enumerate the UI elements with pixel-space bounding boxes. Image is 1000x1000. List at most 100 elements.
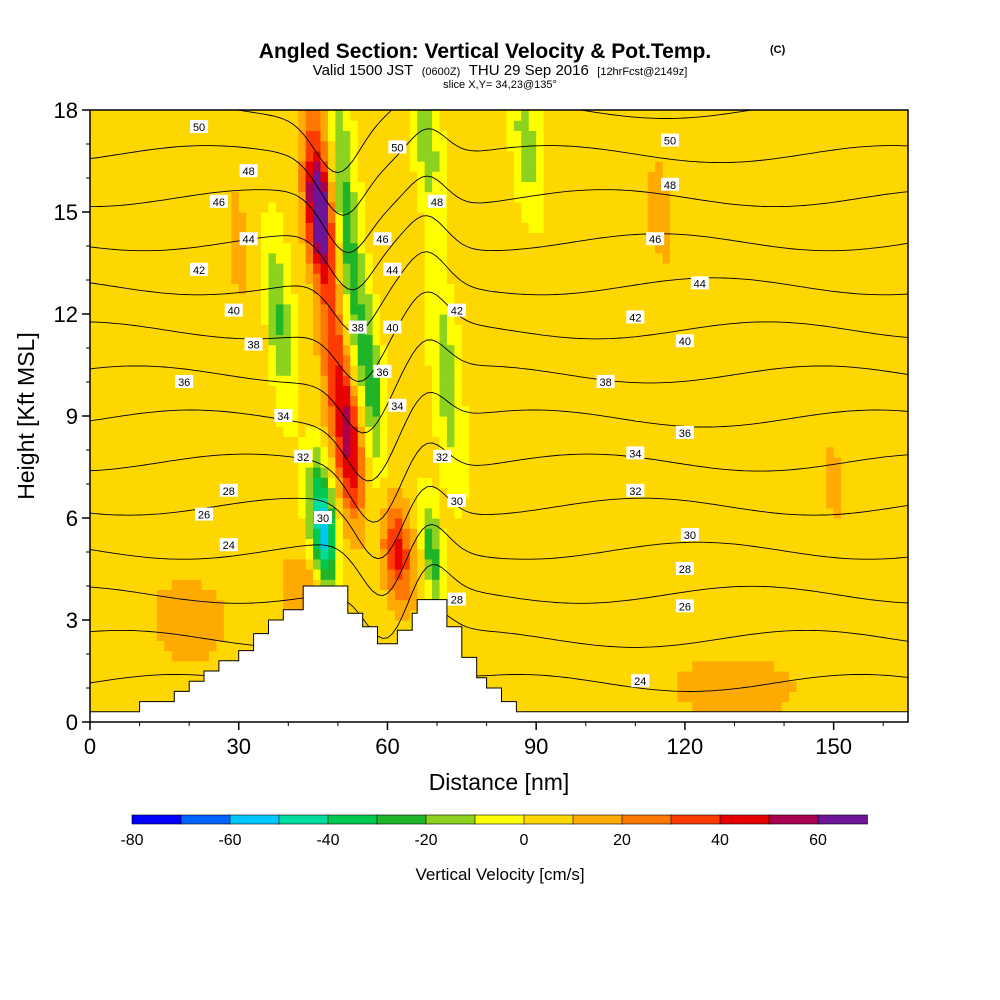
- velocity-cell: [246, 130, 255, 142]
- velocity-cell: [588, 446, 597, 458]
- velocity-cell: [365, 477, 374, 488]
- velocity-cell: [536, 609, 545, 621]
- velocity-cell: [142, 660, 151, 672]
- velocity-cell: [223, 436, 232, 448]
- velocity-cell: [632, 528, 641, 539]
- velocity-cell: [684, 344, 693, 356]
- velocity-cell: [171, 314, 180, 325]
- velocity-cell: [372, 334, 381, 346]
- velocity-cell: [521, 130, 530, 142]
- velocity-cell: [275, 201, 284, 213]
- velocity-cell: [588, 599, 597, 611]
- velocity-cell: [454, 181, 463, 193]
- velocity-cell: [208, 283, 218, 295]
- velocity-cell: [565, 701, 574, 713]
- velocity-cell: [610, 456, 619, 468]
- velocity-cell: [662, 303, 671, 315]
- velocity-cell: [506, 497, 515, 509]
- velocity-cell: [617, 385, 627, 397]
- velocity-cell: [298, 365, 307, 376]
- velocity-cell: [573, 140, 582, 152]
- velocity-cell: [156, 528, 165, 539]
- velocity-cell: [565, 334, 574, 346]
- velocity-cell: [298, 273, 307, 284]
- velocity-cell: [119, 620, 128, 631]
- velocity-cell: [97, 640, 106, 652]
- velocity-cell: [603, 150, 612, 162]
- velocity-cell: [692, 293, 701, 305]
- velocity-cell: [506, 242, 515, 254]
- velocity-cell: [156, 171, 165, 182]
- velocity-cell: [632, 467, 641, 478]
- velocity-cell: [171, 201, 180, 213]
- velocity-cell: [439, 344, 448, 356]
- velocity-cell: [253, 528, 262, 539]
- velocity-cell: [149, 671, 158, 682]
- velocity-cell: [313, 263, 322, 274]
- velocity-cell: [186, 467, 195, 478]
- velocity-cell: [394, 232, 403, 244]
- velocity-cell: [275, 538, 284, 550]
- velocity-cell: [707, 630, 716, 641]
- velocity-cell: [201, 222, 210, 233]
- velocity-cell: [357, 436, 366, 448]
- velocity-cell: [156, 640, 165, 652]
- velocity-cell: [670, 354, 679, 366]
- velocity-cell: [528, 375, 537, 386]
- velocity-cell: [335, 334, 344, 346]
- velocity-cell: [647, 324, 656, 335]
- velocity-cell: [588, 528, 597, 539]
- velocity-cell: [149, 222, 158, 233]
- velocity-cell: [521, 487, 530, 499]
- velocity-cell: [595, 599, 604, 611]
- velocity-cell: [640, 467, 649, 478]
- velocity-cell: [142, 283, 151, 295]
- velocity-cell: [335, 548, 344, 560]
- velocity-cell: [156, 375, 165, 386]
- velocity-cell: [617, 456, 627, 468]
- velocity-cell: [484, 150, 493, 162]
- velocity-cell: [97, 375, 106, 386]
- velocity-cell: [238, 497, 247, 509]
- velocity-cell: [313, 395, 322, 407]
- velocity-cell: [580, 518, 589, 529]
- velocity-cell: [179, 436, 188, 448]
- velocity-cell: [603, 640, 612, 652]
- velocity-cell: [127, 609, 136, 621]
- velocity-cell: [506, 130, 515, 142]
- velocity-cell: [551, 242, 560, 254]
- velocity-cell: [335, 232, 344, 244]
- velocity-cell: [90, 456, 99, 468]
- velocity-cell: [298, 232, 307, 244]
- velocity-cell: [513, 446, 522, 458]
- velocity-cell: [194, 283, 203, 295]
- velocity-cell: [142, 548, 151, 560]
- velocity-cell: [134, 436, 143, 448]
- velocity-cell: [647, 303, 656, 315]
- velocity-cell: [149, 620, 158, 631]
- velocity-cell: [513, 130, 522, 142]
- velocity-cell: [327, 558, 336, 570]
- velocity-cell: [201, 579, 210, 590]
- velocity-cell: [142, 599, 151, 611]
- velocity-cell: [365, 303, 374, 315]
- velocity-cell: [298, 558, 307, 570]
- velocity-cell: [699, 528, 708, 539]
- velocity-cell: [335, 354, 344, 366]
- velocity-cell: [446, 263, 455, 274]
- velocity-cell: [565, 375, 574, 386]
- velocity-cell: [506, 630, 515, 641]
- velocity-cell: [521, 385, 530, 397]
- velocity-cell: [536, 405, 545, 417]
- velocity-cell: [223, 477, 232, 488]
- velocity-cell: [640, 293, 649, 305]
- velocity-cell: [491, 528, 500, 539]
- velocity-cell: [387, 171, 396, 182]
- velocity-cell: [432, 344, 441, 356]
- velocity-cell: [439, 212, 448, 223]
- velocity-cell: [521, 558, 530, 570]
- velocity-cell: [223, 650, 232, 662]
- velocity-cell: [194, 385, 203, 397]
- velocity-cell: [201, 487, 210, 499]
- velocity-cell: [558, 538, 567, 550]
